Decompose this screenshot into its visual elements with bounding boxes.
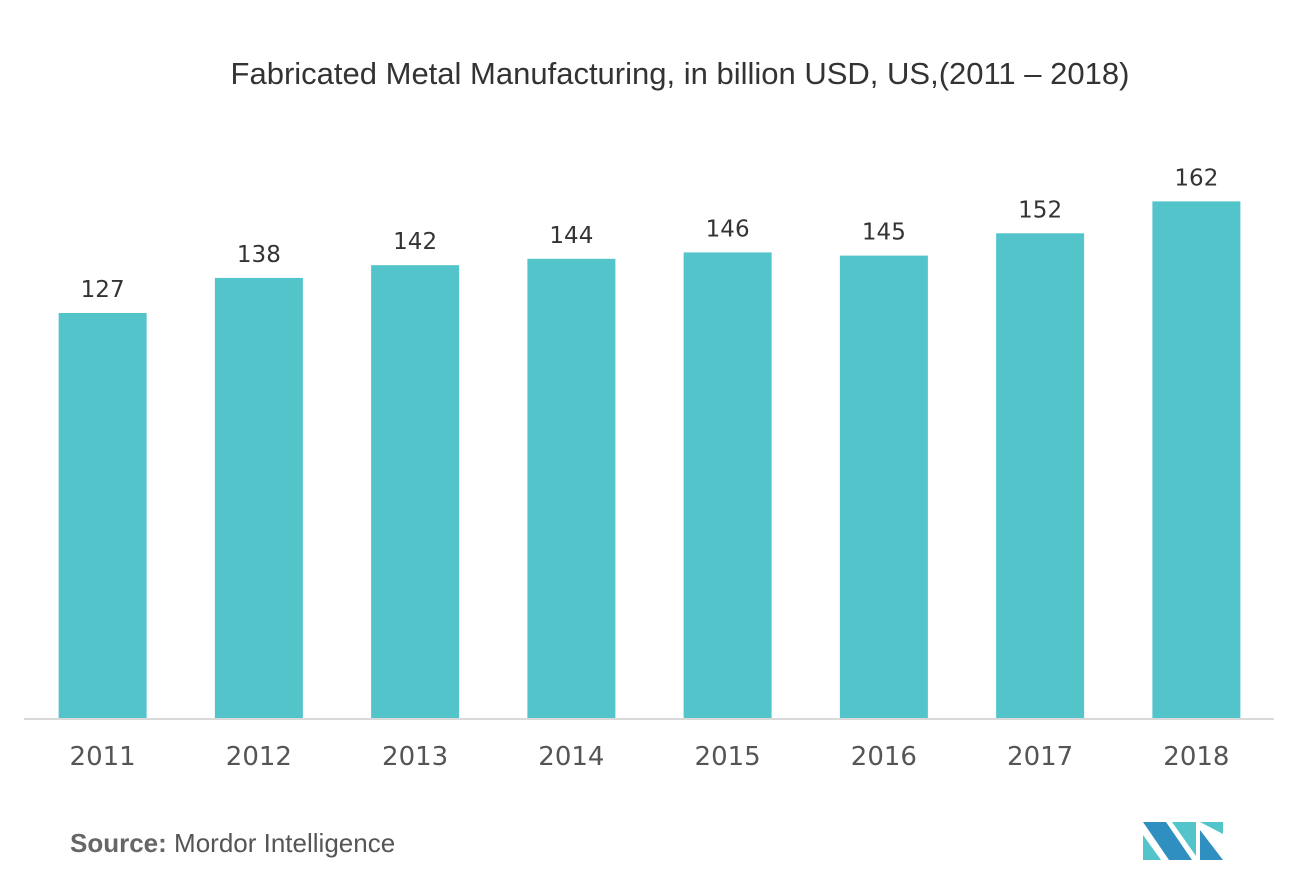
bar-2014 <box>527 258 616 718</box>
data-label: 145 <box>862 220 906 246</box>
data-label: 138 <box>237 242 281 268</box>
x-tick-label: 2013 <box>382 742 448 772</box>
data-label: 142 <box>393 229 437 255</box>
bar-2012 <box>214 277 303 718</box>
x-tick-label: 2012 <box>226 742 292 772</box>
x-tick-label: 2018 <box>1163 742 1229 772</box>
source-note: Source: Mordor Intelligence <box>70 828 395 859</box>
source-text: Mordor Intelligence <box>174 828 396 858</box>
x-tick-label: 2015 <box>695 742 761 772</box>
data-label: 146 <box>706 216 750 242</box>
bar-2013 <box>371 265 460 718</box>
bar-2017 <box>996 233 1085 719</box>
chart-title: Fabricated Metal Manufacturing, in billi… <box>230 56 1130 91</box>
x-tick-label: 2016 <box>851 742 917 772</box>
data-label: 127 <box>81 277 125 303</box>
source-label: Source: <box>70 828 167 858</box>
bar-2016 <box>839 255 928 718</box>
data-label: 162 <box>1174 165 1218 191</box>
x-tick-label: 2011 <box>70 742 136 772</box>
data-label: 144 <box>549 223 593 249</box>
bar-2015 <box>683 252 772 718</box>
x-tick-label: 2017 <box>1007 742 1073 772</box>
data-label: 152 <box>1018 197 1062 223</box>
x-tick-label: 2014 <box>538 742 604 772</box>
bar-2018 <box>1152 201 1241 718</box>
bar-2011 <box>58 313 147 718</box>
